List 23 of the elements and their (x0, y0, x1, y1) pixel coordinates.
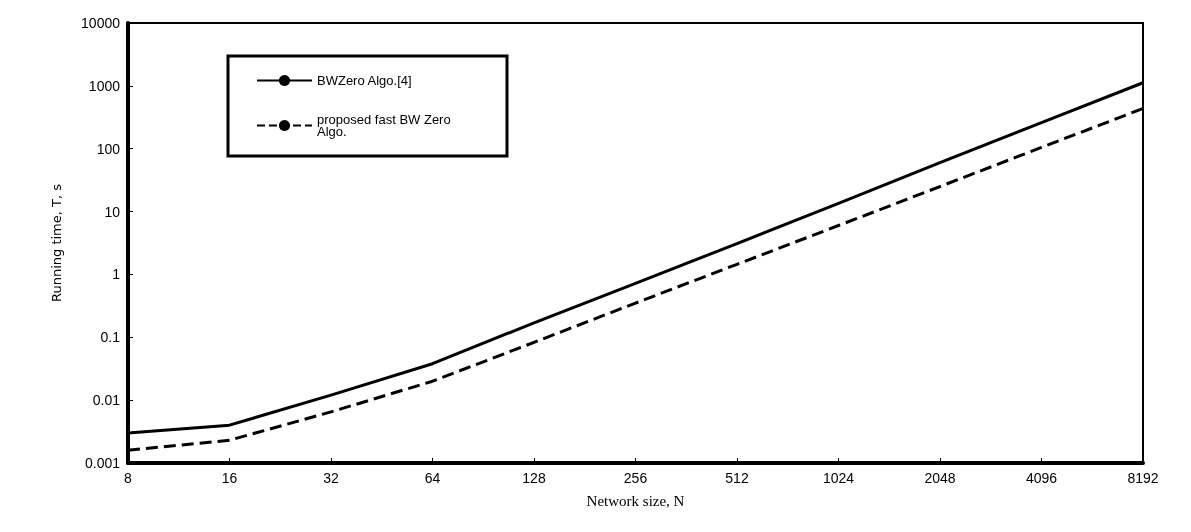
x-tick-label: 16 (221, 470, 238, 486)
x-tick-label: 64 (424, 470, 441, 486)
x-axis-title: Network size, N (586, 492, 685, 509)
x-tick-label: 32 (323, 470, 339, 486)
y-axis-title: Running time, T, s (49, 183, 64, 303)
legend-label: BWZero Algo.[4] (317, 73, 412, 88)
x-tick-label: 8 (124, 470, 133, 486)
y-tick-label: 1000 (88, 77, 121, 94)
x-tick-label: 512 (725, 470, 749, 486)
y-tick-label: 0.1 (100, 329, 121, 346)
y-tick-label: 0.001 (84, 455, 121, 471)
x-tick-label: 4096 (1025, 470, 1058, 486)
y-tick-label: 1 (112, 266, 121, 283)
x-tick-label: 8192 (1127, 470, 1159, 486)
y-tick-label: 0.01 (92, 392, 121, 409)
x-tick-label: 2048 (924, 470, 956, 486)
y-tick-label: 10 (104, 203, 121, 220)
y-tick-label: 100 (96, 140, 121, 157)
x-tick-label: 128 (522, 470, 546, 486)
y-tick-label: 10000 (81, 15, 121, 31)
x-tick-label: 256 (623, 470, 648, 486)
x-tick-label: 1024 (822, 470, 855, 486)
legend-label: proposed fast BW Zero Algo. (317, 112, 455, 139)
